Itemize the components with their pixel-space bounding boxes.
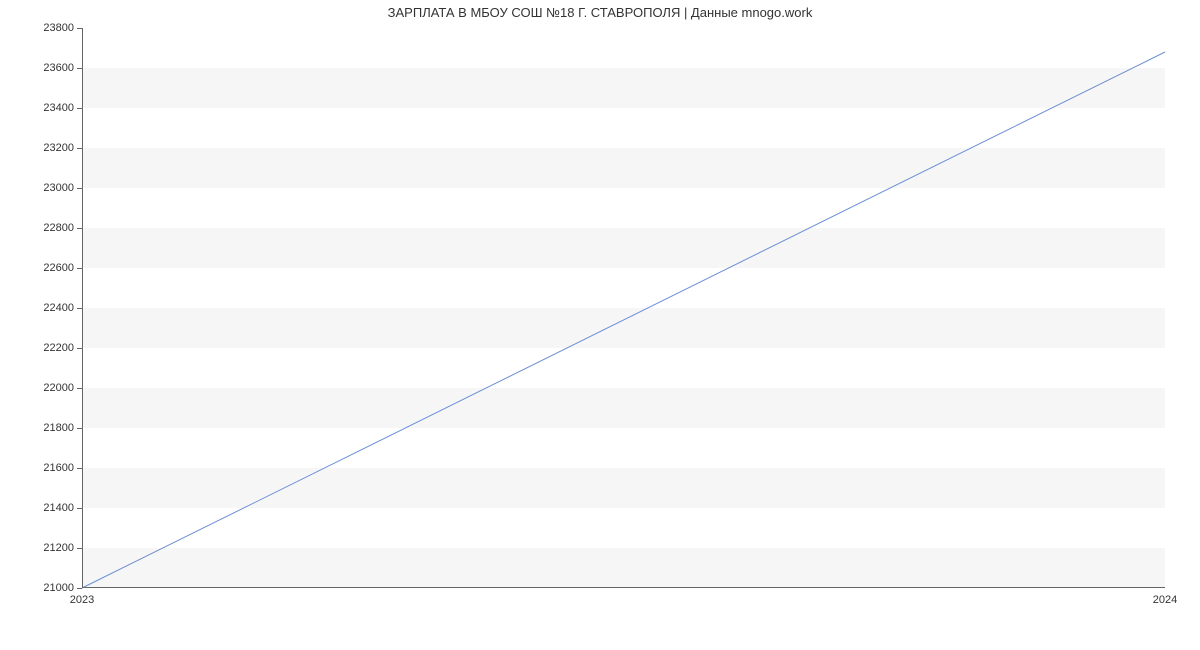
x-tick-label: 2023 (70, 594, 94, 606)
y-tick-label: 23200 (43, 142, 74, 154)
y-tick-label: 22000 (43, 382, 74, 394)
y-tick-mark (77, 588, 82, 589)
x-axis-line (82, 587, 1165, 588)
y-tick-label: 21000 (43, 582, 74, 594)
y-tick-label: 22400 (43, 302, 74, 314)
y-tick-label: 22200 (43, 342, 74, 354)
y-tick-label: 21200 (43, 542, 74, 554)
y-tick-label: 23400 (43, 102, 74, 114)
x-tick-label: 2024 (1153, 594, 1177, 606)
chart-title: ЗАРПЛАТА В МБОУ СОШ №18 Г. СТАВРОПОЛЯ | … (0, 5, 1200, 20)
plot-area: 2100021200214002160021800220002220022400… (82, 28, 1165, 588)
y-tick-label: 23600 (43, 62, 74, 74)
y-tick-label: 23800 (43, 22, 74, 34)
data-line (82, 28, 1165, 588)
y-tick-label: 23000 (43, 182, 74, 194)
y-tick-label: 21400 (43, 502, 74, 514)
y-tick-label: 22800 (43, 222, 74, 234)
y-axis-line (82, 28, 83, 588)
y-tick-label: 21600 (43, 462, 74, 474)
y-tick-label: 21800 (43, 422, 74, 434)
y-tick-label: 22600 (43, 262, 74, 274)
